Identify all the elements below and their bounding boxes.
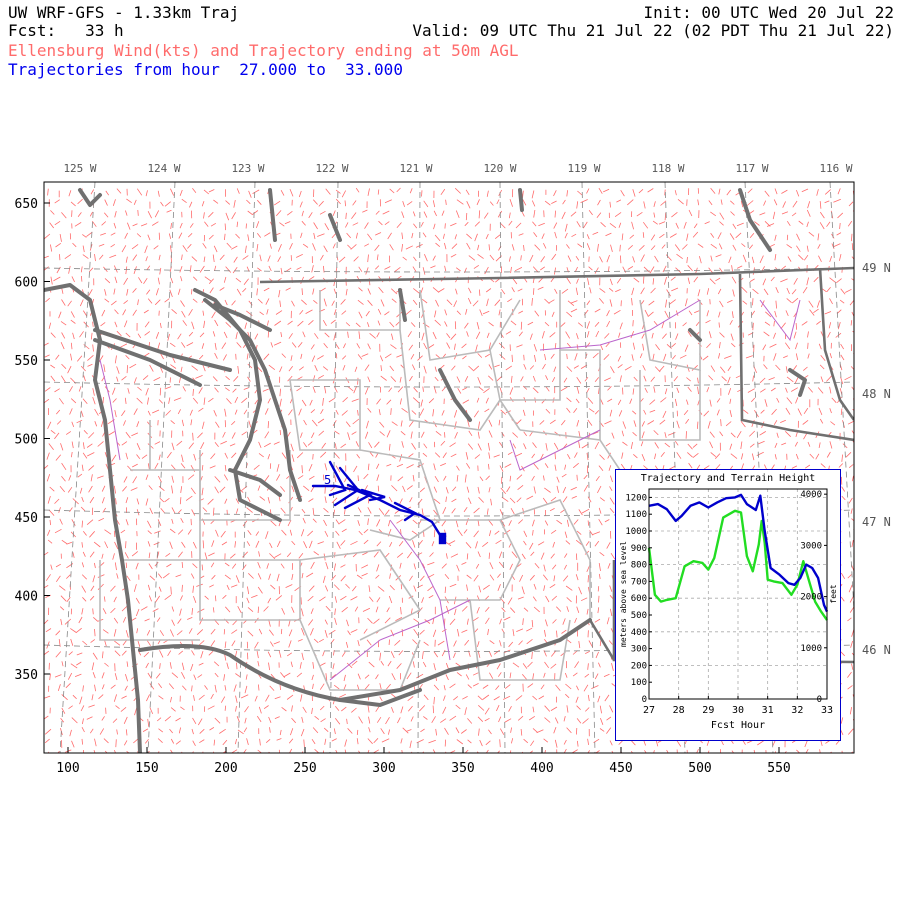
plot-subtitle: Ellensburg Wind(kts) and Trajectory endi…	[8, 41, 519, 60]
inset-y-tick-label-feet: 0	[817, 695, 822, 705]
y-tick-label: 400	[15, 590, 38, 605]
inset-x-tick-label: 30	[732, 705, 744, 716]
inset-y-tick-label: 600	[631, 594, 647, 604]
x-tick-label: 250	[293, 761, 316, 776]
y-tick-label: 450	[15, 511, 38, 526]
y-tick-label: 600	[15, 276, 38, 291]
init-time: Init: 00 UTC Wed 20 Jul 22	[643, 3, 894, 22]
terrain-line	[647, 509, 828, 621]
inset-y-tick-label: 900	[631, 544, 647, 554]
inset-y-tick-label: 100	[631, 678, 647, 688]
longitude-label: 120 W	[483, 162, 516, 175]
x-tick-label: 400	[530, 761, 553, 776]
inset-x-tick-label: 33	[821, 705, 833, 716]
latitude-label: 47 N	[862, 515, 891, 529]
x-tick-label: 200	[214, 761, 237, 776]
x-tick-label: 300	[372, 761, 395, 776]
inset-y-tick-label: 0	[642, 695, 647, 705]
x-tick-label: 500	[688, 761, 711, 776]
inset-y-tick-label: 700	[631, 577, 647, 587]
valid-time: Valid: 09 UTC Thu 21 Jul 22 (02 PDT Thu …	[412, 21, 894, 40]
y-tick-label: 650	[15, 197, 38, 212]
longitude-label: 117 W	[735, 162, 768, 175]
inset-y-tick-label: 1100	[625, 510, 647, 520]
inset-y-tick-label-feet: 4000	[800, 490, 822, 500]
longitude-label: 124 W	[147, 162, 180, 175]
inset-x-tick-label: 28	[673, 705, 685, 716]
inset-grid	[649, 489, 827, 699]
inset-y-tick-label-feet: 1000	[800, 644, 822, 654]
latitude-label: 48 N	[862, 387, 891, 401]
inset-y-tick-label-feet: 2000	[800, 593, 822, 603]
x-tick-label: 150	[135, 761, 158, 776]
x-tick-label: 450	[609, 761, 632, 776]
inset-y-tick-label: 1000	[625, 527, 647, 537]
forecast-hour: Fcst: 33 h	[8, 21, 124, 40]
longitude-label: 123 W	[231, 162, 264, 175]
inset-title: Trajectory and Terrain Height	[641, 473, 816, 484]
inset-x-tick-label: 31	[762, 705, 774, 716]
inset-left-axis-label: meters above sea level	[619, 541, 628, 647]
inset-series	[647, 493, 829, 621]
inset-y-tick-label: 1200	[625, 493, 647, 503]
longitude-label: 116 W	[819, 162, 852, 175]
inset-x-label: Fcst Hour	[711, 720, 765, 731]
trajectory-path	[311, 460, 447, 545]
trajectory-terrain-chart: Trajectory and Terrain Height 1200 1100 10…	[615, 469, 841, 741]
latitude-labels: 49 N 48 N 47 N 46 N	[862, 261, 891, 657]
county-borders	[99, 289, 701, 691]
longitude-label: 125 W	[63, 162, 96, 175]
latitude-label: 49 N	[862, 261, 891, 275]
longitude-labels: 125 W 124 W 123 W 122 W 121 W 120 W 119 W 118 W…	[63, 162, 852, 175]
inset-y-tick-label: 800	[631, 561, 647, 571]
x-tick-label: 550	[767, 761, 790, 776]
y-tick-label: 350	[15, 668, 38, 683]
inset-x-tick-label: 29	[702, 705, 714, 716]
x-axis-ticks: 100 150 200 250 300 350 400 450 500 550	[56, 747, 791, 776]
inset-y-tick-label: 500	[631, 611, 647, 621]
latitude-label: 46 N	[862, 643, 891, 657]
inset-y-tick-label: 300	[631, 645, 647, 655]
rivers	[99, 299, 801, 681]
y-axis-ticks: 650 600 550 500 450 400 350	[15, 197, 50, 683]
inset-y-tick-label: 200	[631, 661, 647, 671]
x-tick-label: 100	[56, 761, 79, 776]
x-tick-label: 350	[451, 761, 474, 776]
trajectory-start-label: 5	[324, 473, 331, 487]
trajectory-line	[648, 493, 829, 613]
inset-x-tick-label: 32	[791, 705, 803, 716]
y-tick-label: 500	[15, 433, 38, 448]
trajectory-hours: Trajectories from hour 27.000 to 33.000	[8, 60, 403, 79]
inset-y-tick-label: 400	[631, 628, 647, 638]
longitude-label: 121 W	[399, 162, 432, 175]
inset-x-tick-label: 27	[643, 705, 655, 716]
inset-right-axis-label: feet	[829, 584, 838, 603]
longitude-label: 122 W	[315, 162, 348, 175]
longitude-label: 118 W	[651, 162, 684, 175]
inset-y-tick-label-feet: 3000	[800, 541, 822, 551]
coastline-and-lakes	[44, 188, 807, 753]
longitude-label: 119 W	[567, 162, 600, 175]
plot-title: UW WRF-GFS - 1.33km Traj	[8, 3, 240, 22]
y-tick-label: 550	[15, 354, 38, 369]
